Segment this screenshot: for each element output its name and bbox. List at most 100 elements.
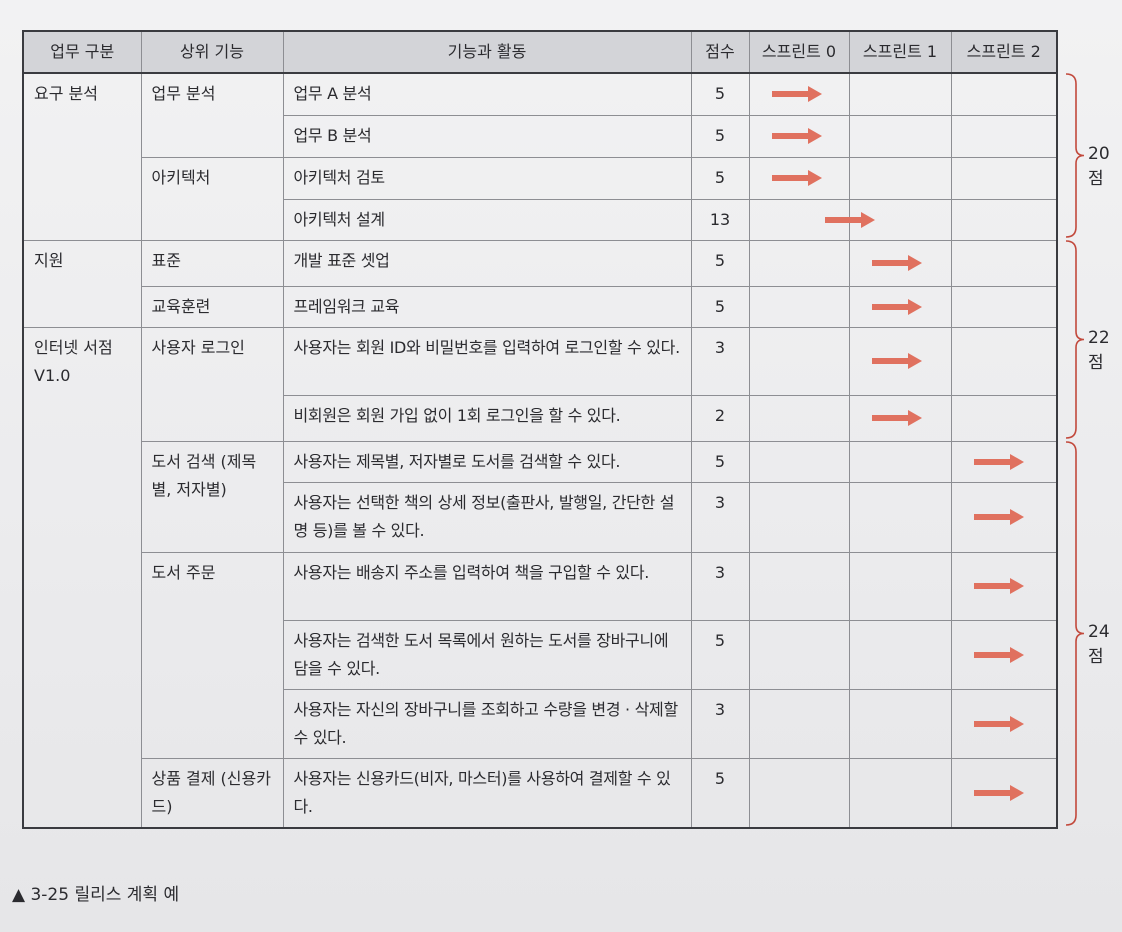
- activity-cell: 사용자는 배송지 주소를 입력하여 책을 구입할 수 있다.: [282, 551, 692, 621]
- feature-label: 사용자 로그인: [151, 337, 245, 357]
- feature-label: 교육훈련: [151, 296, 211, 316]
- sprint-2-cell: [950, 285, 1058, 328]
- points-cell: 3: [690, 688, 750, 759]
- table-row: 아키텍처 아키텍처 검토 5: [23, 156, 1058, 241]
- brace-1: [1065, 240, 1085, 439]
- sprint-2-cell: [950, 619, 1058, 690]
- activity-text: 사용자는 자신의 장바구니를 조회하고 수량을 변경 · 삭제할 수 있다.: [293, 699, 679, 747]
- sprint-arrow-icon: [973, 578, 1024, 594]
- sprint-0-cell: [748, 481, 850, 553]
- activity-text: 사용자는 배송지 주소를 입력하여 책을 구입할 수 있다.: [293, 562, 650, 582]
- feature-cell: 도서 검색 (제목별, 저자별): [140, 440, 284, 553]
- activity-cell: 업무 B 분석: [282, 114, 692, 158]
- sprint-0-cell: [748, 440, 850, 483]
- sprint-2-cell: [950, 326, 1058, 396]
- points-value: 3: [714, 337, 726, 357]
- table-row: 인터넷 서점 V1.0 사용자 로그인 사용자는 회원 ID와 비밀번호를 입력하여…: [22, 326, 1058, 829]
- table-row: 사용자는 자신의 장바구니를 조회하고 수량을 변경 · 삭제할 수 있다. 3: [23, 688, 1058, 759]
- activity-cell: 사용자는 선택한 책의 상세 정보(출판사, 발행일, 간단한 설명 등)를 볼…: [282, 481, 692, 553]
- feature-label: 표준: [151, 250, 181, 270]
- sprint-arrow-icon: [973, 453, 1024, 470]
- points-value: 5: [714, 768, 726, 788]
- area-cell: 인터넷 서점 V1.0: [22, 326, 142, 829]
- feature-cell: 사용자 로그인: [140, 326, 284, 442]
- points-cell: 5: [690, 285, 750, 328]
- sprint-arrow-icon: [871, 410, 922, 426]
- figure-caption: ▲ 3-25 릴리스 계획 예: [12, 885, 180, 905]
- brace-label-0: 20점: [1088, 143, 1110, 189]
- points-cell: 5: [690, 114, 750, 158]
- feature-label: 아키텍처: [151, 167, 211, 187]
- header-activity: 기능과 활동: [282, 30, 692, 74]
- points-cell: 5: [690, 239, 750, 287]
- sprint-1-cell: [848, 757, 952, 829]
- sprint-1-cell: [848, 239, 952, 287]
- feature-cell: 상품 결제 (신용카드): [140, 757, 284, 829]
- points-cell: 5: [690, 619, 750, 690]
- activity-text: 아키텍처 검토: [293, 167, 386, 187]
- feature-label: 업무 분석: [151, 84, 216, 103]
- header-area: 업무 구분: [22, 30, 142, 74]
- header-sprint-1: 스프린트 1: [848, 30, 952, 74]
- sprint-0-cell: [748, 326, 850, 396]
- sprint-1-cell: [848, 285, 952, 328]
- brace-0: [1065, 73, 1085, 238]
- points-cell: 3: [690, 326, 750, 396]
- points-cell: 5: [690, 156, 750, 200]
- activity-text: 개발 표준 셋업: [293, 250, 390, 270]
- points-cell: 5: [690, 440, 750, 483]
- activity-cell: 개발 표준 셋업: [282, 239, 692, 287]
- activity-text: 업무 B 분석: [293, 125, 372, 145]
- brace-label-2: 24점: [1088, 621, 1110, 667]
- points-cell: 3: [690, 551, 750, 621]
- sprint-1-cell: [848, 481, 952, 553]
- table-row: 아키텍처 설계 13: [23, 198, 1058, 241]
- sprint-2-cell: [950, 394, 1058, 442]
- sprint-2-cell: [950, 440, 1058, 483]
- activity-text: 비회원은 회원 가입 없이 1회 로그인을 할 수 있다.: [293, 405, 621, 425]
- brace-label-1: 22점: [1088, 327, 1110, 373]
- points-value: 3: [714, 562, 726, 582]
- sprint-0-cell: [748, 114, 850, 158]
- table-row: 교육훈련 프레임워크 교육 5: [23, 285, 1058, 328]
- brace-2: [1065, 441, 1085, 826]
- feature-cell: 아키텍처: [140, 156, 284, 241]
- area-cell: 지원: [22, 239, 142, 328]
- sprint-arrow-icon: [871, 298, 922, 315]
- activity-cell: 아키텍처 설계: [282, 198, 692, 241]
- header-feature: 상위 기능: [140, 30, 284, 74]
- table-row: 상품 결제 (신용카드) 사용자는 신용카드(비자, 마스터)를 사용하여 결제할…: [23, 757, 1058, 829]
- feature-cell: 교육훈련: [140, 285, 284, 328]
- sprint-0-cell: [748, 394, 850, 442]
- sprint-arrow-icon: [973, 784, 1024, 801]
- feature-label: 도서 검색 (제목별, 저자별): [151, 451, 257, 499]
- sprint-1-cell: [848, 114, 952, 158]
- sprint-arrow-icon: [871, 255, 922, 271]
- activity-cell: 사용자는 제목별, 저자별로 도서를 검색할 수 있다.: [282, 440, 692, 483]
- sprint-2-cell: [950, 688, 1058, 759]
- points-value: 2: [714, 405, 726, 425]
- sprint-arrow-icon: [771, 86, 822, 103]
- sprint-0-cell: [748, 688, 850, 759]
- sprint-0-cell: [748, 757, 850, 829]
- table-row: 도서 주문 사용자는 배송지 주소를 입력하여 책을 구입할 수 있다. 3: [23, 551, 1058, 759]
- points-value: 5: [714, 296, 726, 316]
- activity-text: 사용자는 제목별, 저자별로 도서를 검색할 수 있다.: [293, 451, 621, 471]
- feature-label: 도서 주문: [151, 562, 216, 582]
- sprint-arrow-icon: [824, 211, 875, 228]
- sprint-0-cell: [748, 72, 850, 116]
- sprint-1-cell: [848, 326, 952, 396]
- area-cell: 요구 분석: [22, 72, 142, 241]
- sprint-2-cell: [950, 551, 1058, 621]
- sprint-arrow-icon: [771, 170, 822, 186]
- points-cell: 13: [690, 198, 750, 241]
- release-plan-table: 업무 구분 상위 기능 기능과 활동 점수 스프린트 0 스프린트 1 스프린트…: [22, 30, 1058, 829]
- sprint-2-cell: [950, 198, 1058, 241]
- area-label: 요구 분석: [34, 84, 98, 103]
- table-row: 업무 B 분석 5: [23, 114, 1058, 158]
- sprint-2-cell: [950, 156, 1058, 200]
- table-row: 비회원은 회원 가입 없이 1회 로그인을 할 수 있다. 2: [23, 394, 1058, 442]
- activity-cell: 사용자는 검색한 도서 목록에서 원하는 도서를 장바구니에 담을 수 있다.: [282, 619, 692, 690]
- table-row: 사용자는 선택한 책의 상세 정보(출판사, 발행일, 간단한 설명 등)를 볼…: [23, 481, 1058, 553]
